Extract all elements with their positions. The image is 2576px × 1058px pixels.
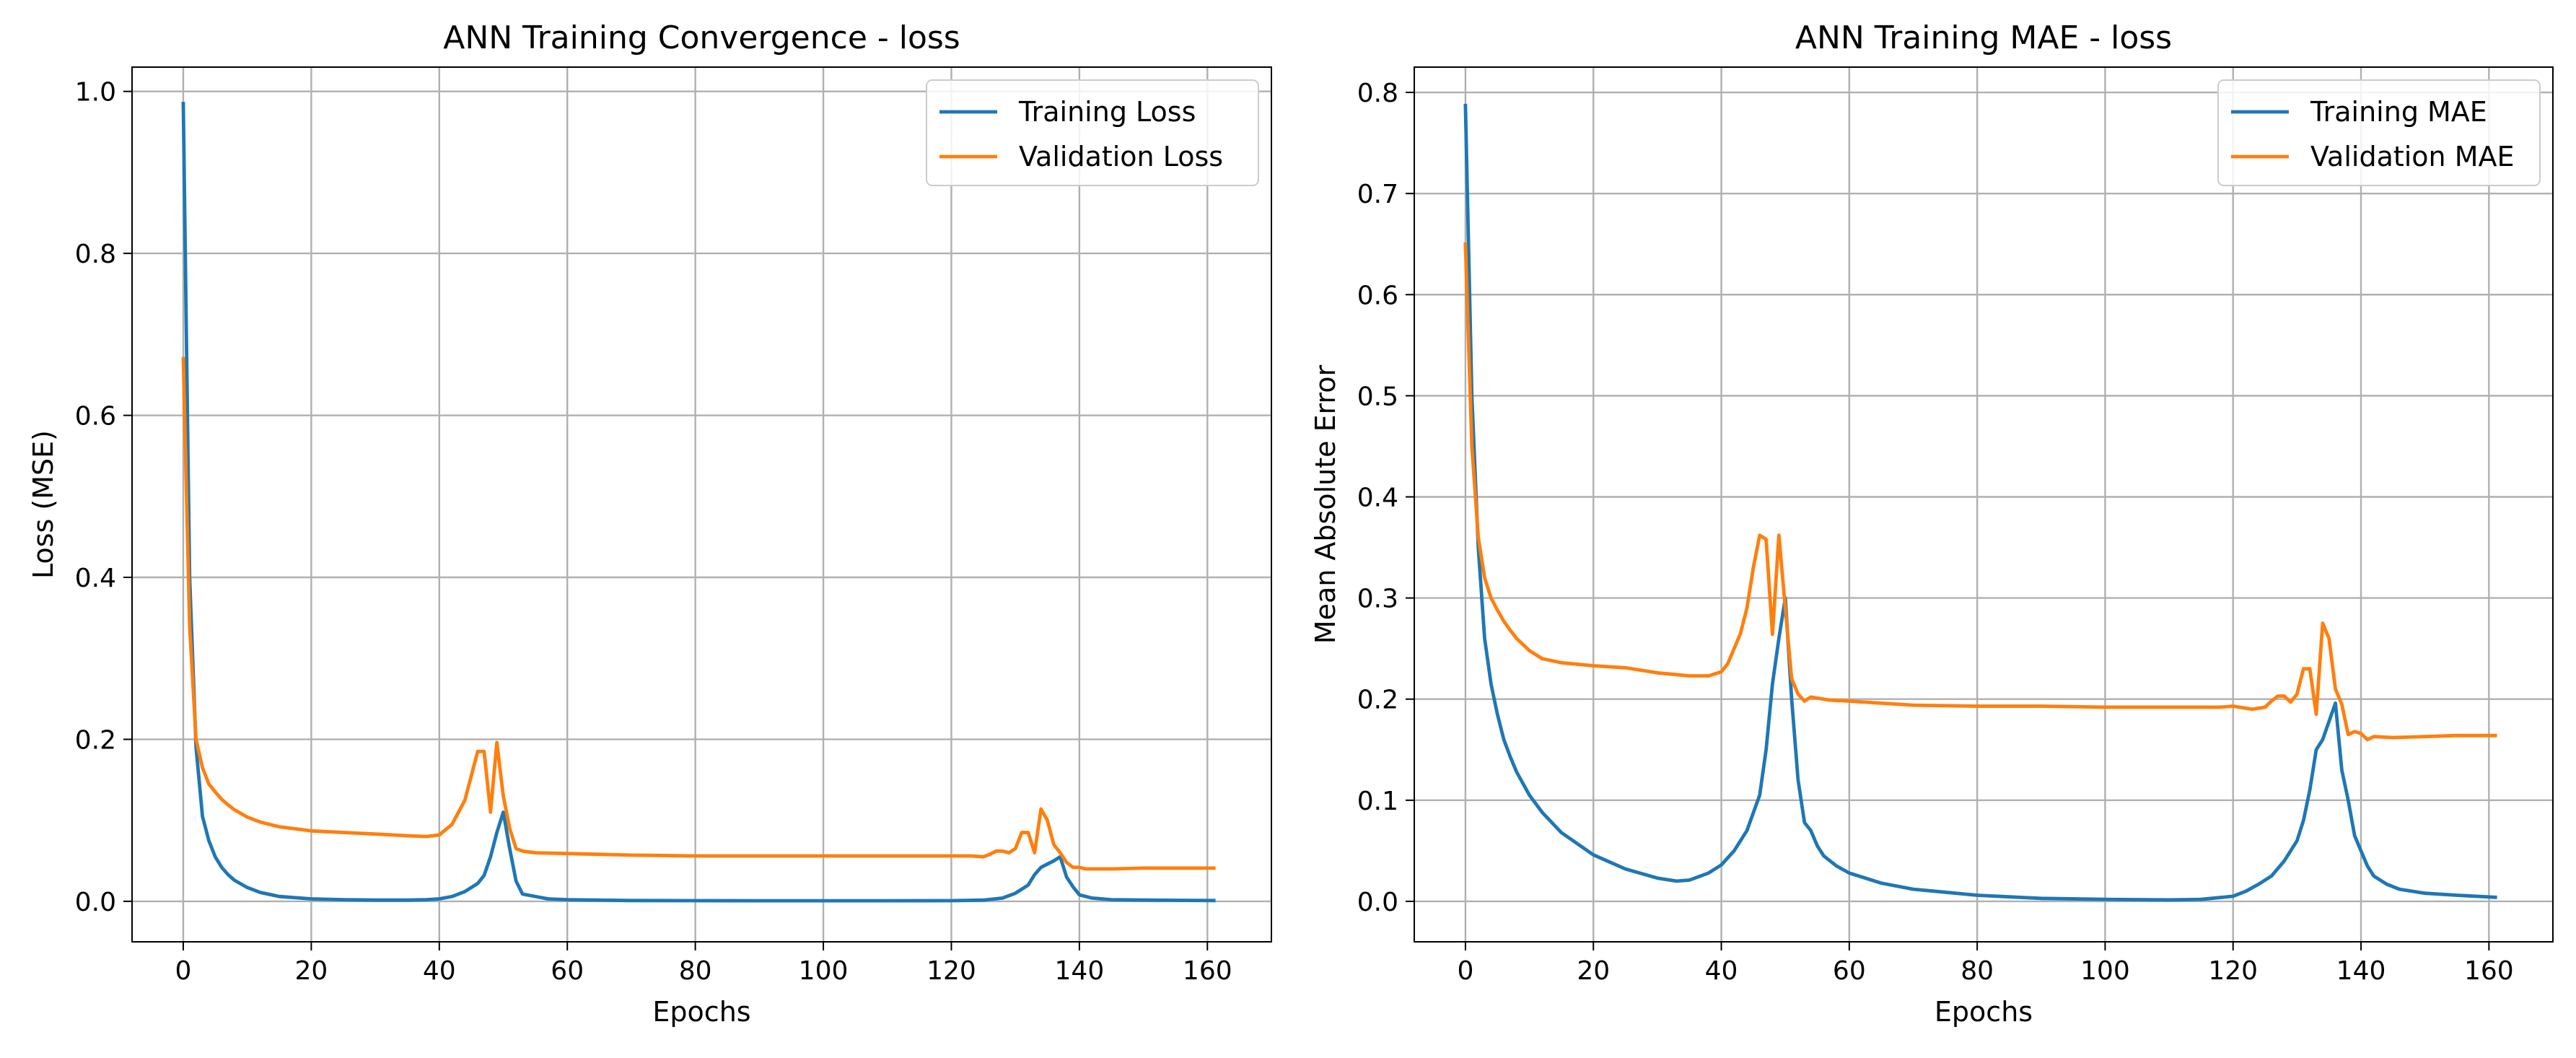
legend-label-validation-loss: Validation Loss [1019,141,1223,172]
x-tick-label: 0 [1457,956,1473,986]
y-tick-label: 0.6 [75,402,116,432]
x-tick-label: 60 [551,956,584,986]
legend-label-training-loss: Training Loss [1018,96,1196,128]
legend-label-training-mae: Training MAE [2310,96,2487,128]
legend-label-validation-mae: Validation MAE [2310,141,2515,172]
y-tick-label: 0.0 [75,888,116,917]
gridlines [1414,67,2553,942]
series-line-training-mae [1463,103,2497,902]
x-tick-label: 60 [1833,956,1866,986]
x-tick-label: 160 [2464,956,2514,986]
x-tick-label: 0 [175,956,192,986]
legend-box [926,79,1259,186]
y-tick-label: 0.1 [1357,787,1398,816]
axes-frame [1414,66,2554,943]
series-line-training-loss [181,102,1216,903]
series-line-validation-mae [1463,242,2497,742]
chart-title: ANN Training Convergence - loss [443,19,960,56]
x-tick-label: 140 [2336,956,2386,986]
loss-chart: 0 20 40 60 80 100 120 140 160 0.0 0.2 0.4 0.6 0.8 1.0 A… [27,19,1272,1028]
legend-box [2217,79,2541,186]
y-tick-label: 1.0 [75,78,116,108]
y-tick-label: 0.6 [1357,281,1398,310]
y-tick-label: 0.5 [1357,382,1398,411]
chart-title: ANN Training MAE - loss [1795,19,2172,56]
y-tick-label: 0.2 [1357,686,1398,715]
y-tick-label: 0.7 [1357,180,1398,209]
series-line-validation-loss [181,357,1216,871]
x-tick-label: 120 [2208,956,2258,986]
y-tick-label: 0.8 [75,240,116,269]
axes-frame [131,66,1272,943]
y-tick-label: 0.0 [1357,888,1398,917]
x-tick-label: 20 [1577,956,1610,986]
x-tick-label: 80 [679,956,712,986]
x-tick-label: 80 [1961,956,1994,986]
x-tick-label: 40 [1705,956,1738,986]
x-tick-label: 100 [799,956,849,986]
x-axis-label: Epochs [1935,996,2033,1028]
x-tick-label: 40 [423,956,456,986]
y-axis-label: Mean Absolute Error [1310,364,1341,644]
x-tick-label: 20 [294,956,328,986]
y-tick-label: 0.8 [1357,79,1398,108]
y-tick-label: 0.4 [75,564,116,593]
legend: Training MAE Validation MAE [2217,79,2541,186]
x-axis-label: Epochs [652,996,750,1028]
y-tick-label: 0.2 [75,725,116,755]
mae-chart: 0 20 40 60 80 100 120 140 160 0.0 0.1 0.2 0.3 0.4 0.5 0… [1310,19,2554,1028]
x-tick-label: 140 [1055,956,1105,986]
x-tick-label: 120 [926,956,976,986]
x-tick-label: 100 [2080,956,2130,986]
y-tick-label: 0.3 [1357,585,1398,614]
x-tick-label: 160 [1183,956,1232,986]
legend: Training Loss Validation Loss [926,79,1259,186]
y-tick-label: 0.4 [1357,483,1398,512]
y-axis-label: Loss (MSE) [27,430,59,579]
gridlines [132,67,1271,942]
